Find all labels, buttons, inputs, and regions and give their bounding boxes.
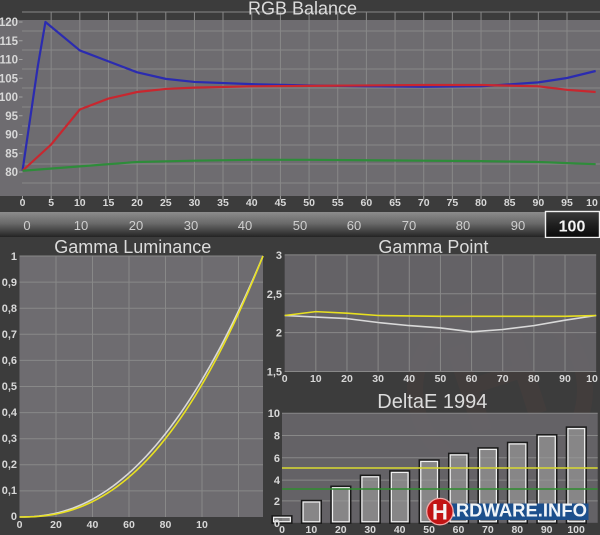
svg-text:80: 80 [160, 519, 172, 531]
svg-text:70: 70 [418, 197, 430, 209]
svg-text:10: 10 [74, 218, 88, 233]
svg-text:40: 40 [246, 197, 258, 209]
svg-text:100: 100 [567, 524, 585, 535]
svg-text:3: 3 [276, 250, 282, 262]
svg-text:120: 120 [0, 17, 18, 29]
svg-text:40: 40 [403, 373, 415, 385]
svg-text:55: 55 [332, 197, 344, 209]
svg-text:6: 6 [274, 453, 280, 465]
svg-text:0,6: 0,6 [2, 355, 17, 367]
svg-text:10: 10 [306, 524, 318, 535]
svg-text:15: 15 [103, 197, 115, 209]
svg-text:0,1: 0,1 [2, 485, 17, 497]
svg-text:0: 0 [23, 218, 30, 233]
svg-text:0: 0 [279, 524, 285, 535]
svg-text:0,5: 0,5 [2, 381, 17, 393]
svg-text:10: 10 [586, 373, 598, 385]
svg-text:70: 70 [402, 218, 416, 233]
svg-text:110: 110 [0, 55, 18, 67]
svg-text:90: 90 [559, 373, 571, 385]
svg-text:100: 100 [0, 92, 18, 104]
svg-text:85: 85 [5, 148, 18, 160]
svg-text:20: 20 [341, 373, 353, 385]
svg-text:0,9: 0,9 [2, 277, 17, 289]
svg-text:2,5: 2,5 [267, 289, 282, 301]
svg-text:2: 2 [274, 496, 280, 508]
svg-text:1: 1 [11, 251, 17, 263]
svg-text:20: 20 [50, 519, 62, 531]
svg-text:50: 50 [293, 218, 307, 233]
svg-text:40: 40 [238, 218, 252, 233]
svg-text:10: 10 [586, 197, 598, 209]
svg-text:10: 10 [310, 373, 322, 385]
svg-text:5: 5 [48, 197, 54, 209]
svg-text:90: 90 [5, 130, 18, 142]
svg-text:30: 30 [189, 197, 201, 209]
svg-text:90: 90 [532, 197, 544, 209]
svg-text:25: 25 [160, 197, 172, 209]
svg-text:0: 0 [282, 373, 288, 385]
svg-text:1,5: 1,5 [267, 367, 282, 379]
svg-text:60: 60 [466, 373, 478, 385]
svg-text:0,2: 0,2 [2, 459, 17, 471]
svg-text:50: 50 [435, 373, 447, 385]
svg-text:80: 80 [5, 167, 18, 179]
svg-text:DeltaE 1994: DeltaE 1994 [377, 391, 487, 413]
svg-text:80: 80 [528, 373, 540, 385]
svg-text:95: 95 [561, 197, 573, 209]
svg-text:10: 10 [196, 519, 208, 531]
svg-text:45: 45 [275, 197, 287, 209]
svg-text:115: 115 [0, 36, 19, 48]
svg-text:20: 20 [335, 524, 347, 535]
svg-text:ARDWARE.INFO: ARDWARE.INFO [443, 500, 588, 521]
svg-text:60: 60 [361, 197, 373, 209]
svg-text:35: 35 [217, 197, 229, 209]
svg-text:30: 30 [184, 218, 198, 233]
svg-text:85: 85 [504, 197, 516, 209]
svg-text:Gamma Luminance: Gamma Luminance [54, 237, 211, 257]
svg-text:105: 105 [0, 73, 19, 85]
svg-text:80: 80 [511, 524, 523, 535]
svg-text:Gamma Point: Gamma Point [378, 237, 488, 257]
svg-text:80: 80 [456, 218, 470, 233]
svg-text:50: 50 [303, 197, 315, 209]
svg-text:60: 60 [347, 218, 361, 233]
svg-text:10: 10 [268, 408, 280, 420]
svg-text:70: 70 [482, 524, 494, 535]
svg-text:60: 60 [453, 524, 465, 535]
svg-text:90: 90 [541, 524, 553, 535]
svg-text:20: 20 [131, 197, 143, 209]
svg-text:0,4: 0,4 [2, 407, 18, 419]
svg-text:0: 0 [20, 197, 26, 209]
svg-text:0,8: 0,8 [2, 303, 17, 315]
svg-text:40: 40 [394, 524, 406, 535]
svg-text:90: 90 [511, 218, 525, 233]
svg-text:2: 2 [276, 328, 282, 340]
svg-text:65: 65 [389, 197, 401, 209]
svg-text:100: 100 [559, 219, 586, 236]
svg-text:10: 10 [74, 197, 86, 209]
svg-text:H: H [432, 499, 448, 524]
svg-text:80: 80 [475, 197, 487, 209]
svg-text:30: 30 [372, 373, 384, 385]
svg-text:60: 60 [123, 519, 135, 531]
svg-text:0,7: 0,7 [2, 329, 17, 341]
svg-text:0: 0 [17, 519, 23, 531]
svg-text:8: 8 [274, 431, 280, 443]
svg-text:95: 95 [5, 111, 18, 123]
svg-text:50: 50 [423, 524, 435, 535]
svg-text:30: 30 [364, 524, 376, 535]
svg-text:RGB Balance: RGB Balance [248, 0, 357, 19]
svg-text:0,3: 0,3 [2, 433, 17, 445]
svg-text:40: 40 [87, 519, 99, 531]
svg-text:4: 4 [274, 475, 281, 487]
svg-text:75: 75 [447, 197, 459, 209]
svg-text:20: 20 [129, 218, 143, 233]
svg-text:70: 70 [497, 373, 509, 385]
